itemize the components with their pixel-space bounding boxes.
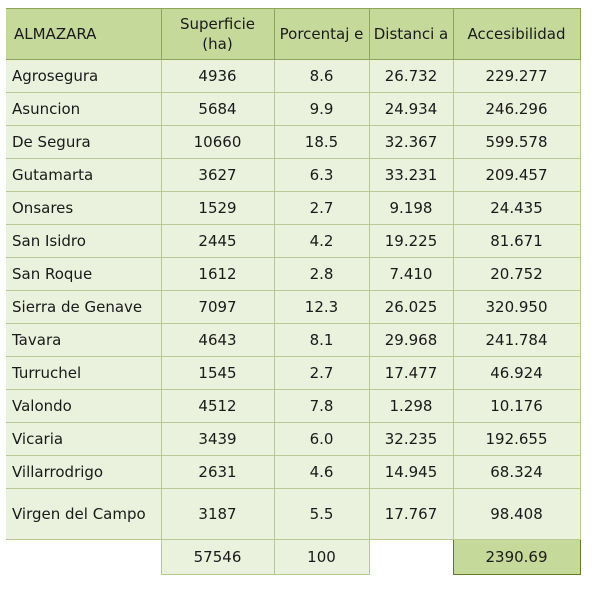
cell-accesibilidad: 209.457 [452, 158, 581, 192]
cell-superficie: 3627 [160, 158, 275, 192]
cell-superficie: 1529 [160, 191, 275, 225]
table-row: Gutamarta 3627 6.3 33.231 209.457 [6, 158, 581, 192]
cell-accesibilidad: 229.277 [452, 59, 581, 93]
table-row: Onsares 1529 2.7 9.198 24.435 [6, 191, 581, 225]
cell-distancia: 29.968 [368, 323, 454, 357]
cell-accesibilidad: 81.671 [452, 224, 581, 258]
cell-distancia: 1.298 [368, 389, 454, 423]
table-row: Tavara 4643 8.1 29.968 241.784 [6, 323, 581, 357]
cell-porcentaje: 4.6 [273, 455, 370, 489]
header-porcentaje: Porcentaj e [273, 8, 370, 60]
cell-distancia: 26.732 [368, 59, 454, 93]
cell-almazara: San Isidro [6, 224, 162, 258]
table-row: Turruchel 1545 2.7 17.477 46.924 [6, 356, 581, 390]
cell-porcentaje: 7.8 [273, 389, 370, 423]
table-row: San Isidro 2445 4.2 19.225 81.671 [6, 224, 581, 258]
cell-superficie: 2631 [160, 455, 275, 489]
table-row: Villarrodrigo 2631 4.6 14.945 68.324 [6, 455, 581, 489]
total-accesibilidad: 2390.69 [452, 539, 581, 575]
cell-distancia: 17.767 [368, 488, 454, 540]
cell-accesibilidad: 46.924 [452, 356, 581, 390]
cell-porcentaje: 2.8 [273, 257, 370, 291]
header-row: ALMAZARA Superficie (ha) Porcentaj e Dis… [6, 8, 581, 60]
cell-distancia: 17.477 [368, 356, 454, 390]
totals-row: 57546 100 2390.69 [6, 539, 581, 575]
cell-almazara: San Roque [6, 257, 162, 291]
table-row: Asuncion 5684 9.9 24.934 246.296 [6, 92, 581, 126]
almazara-table: ALMAZARA Superficie (ha) Porcentaj e Dis… [6, 8, 581, 575]
cell-porcentaje: 8.1 [273, 323, 370, 357]
totals-empty-cell [369, 539, 453, 575]
cell-accesibilidad: 599.578 [452, 125, 581, 159]
cell-distancia: 9.198 [368, 191, 454, 225]
cell-superficie: 10660 [160, 125, 275, 159]
total-porcentaje: 100 [273, 539, 370, 575]
table-row: Sierra de Genave 7097 12.3 26.025 320.95… [6, 290, 581, 324]
cell-almazara: Virgen del Campo [6, 488, 162, 540]
cell-almazara: Asuncion [6, 92, 162, 126]
cell-distancia: 14.945 [368, 455, 454, 489]
cell-porcentaje: 18.5 [273, 125, 370, 159]
cell-distancia: 24.934 [368, 92, 454, 126]
cell-almazara: Villarrodrigo [6, 455, 162, 489]
cell-porcentaje: 6.0 [273, 422, 370, 456]
cell-almazara: Onsares [6, 191, 162, 225]
table-row: Agrosegura 4936 8.6 26.732 229.277 [6, 59, 581, 93]
cell-accesibilidad: 10.176 [452, 389, 581, 423]
cell-distancia: 19.225 [368, 224, 454, 258]
cell-porcentaje: 6.3 [273, 158, 370, 192]
table-body: Agrosegura 4936 8.6 26.732 229.277 Asunc… [6, 59, 581, 575]
cell-distancia: 7.410 [368, 257, 454, 291]
cell-superficie: 2445 [160, 224, 275, 258]
cell-porcentaje: 4.2 [273, 224, 370, 258]
cell-accesibilidad: 241.784 [452, 323, 581, 357]
cell-porcentaje: 9.9 [273, 92, 370, 126]
cell-distancia: 33.231 [368, 158, 454, 192]
cell-superficie: 3187 [160, 488, 275, 540]
cell-superficie: 3439 [160, 422, 275, 456]
cell-porcentaje: 2.7 [273, 191, 370, 225]
header-almazara: ALMAZARA [6, 8, 162, 60]
totals-blank-cell [6, 539, 161, 575]
cell-accesibilidad: 24.435 [452, 191, 581, 225]
cell-distancia: 32.367 [368, 125, 454, 159]
cell-almazara: Valondo [6, 389, 162, 423]
table-row: Virgen del Campo 3187 5.5 17.767 98.408 [6, 488, 581, 540]
cell-accesibilidad: 68.324 [452, 455, 581, 489]
cell-almazara: Vicaria [6, 422, 162, 456]
cell-porcentaje: 8.6 [273, 59, 370, 93]
cell-porcentaje: 12.3 [273, 290, 370, 324]
cell-porcentaje: 2.7 [273, 356, 370, 390]
cell-superficie: 7097 [160, 290, 275, 324]
table-row: De Segura 10660 18.5 32.367 599.578 [6, 125, 581, 159]
cell-almazara: Sierra de Genave [6, 290, 162, 324]
cell-accesibilidad: 20.752 [452, 257, 581, 291]
cell-superficie: 4643 [160, 323, 275, 357]
header-distancia: Distanci a [368, 8, 454, 60]
cell-almazara: Agrosegura [6, 59, 162, 93]
cell-accesibilidad: 98.408 [452, 488, 581, 540]
cell-accesibilidad: 320.950 [452, 290, 581, 324]
cell-almazara: Gutamarta [6, 158, 162, 192]
cell-distancia: 26.025 [368, 290, 454, 324]
table-row: San Roque 1612 2.8 7.410 20.752 [6, 257, 581, 291]
table-row: Vicaria 3439 6.0 32.235 192.655 [6, 422, 581, 456]
table-row: Valondo 4512 7.8 1.298 10.176 [6, 389, 581, 423]
cell-superficie: 1612 [160, 257, 275, 291]
total-superficie: 57546 [160, 539, 275, 575]
cell-almazara: De Segura [6, 125, 162, 159]
cell-accesibilidad: 192.655 [452, 422, 581, 456]
header-accesibilidad: Accesibilidad [452, 8, 581, 60]
cell-almazara: Turruchel [6, 356, 162, 390]
cell-superficie: 4936 [160, 59, 275, 93]
cell-distancia: 32.235 [368, 422, 454, 456]
cell-superficie: 4512 [160, 389, 275, 423]
cell-superficie: 5684 [160, 92, 275, 126]
table-header: ALMAZARA Superficie (ha) Porcentaj e Dis… [6, 8, 581, 60]
header-superficie: Superficie (ha) [160, 8, 275, 60]
cell-porcentaje: 5.5 [273, 488, 370, 540]
cell-accesibilidad: 246.296 [452, 92, 581, 126]
cell-superficie: 1545 [160, 356, 275, 390]
cell-almazara: Tavara [6, 323, 162, 357]
